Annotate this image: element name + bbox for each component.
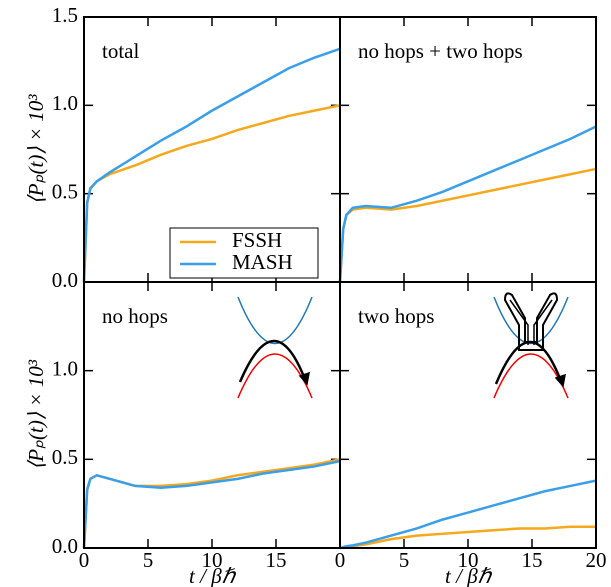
- y-tick-label: 0.5: [52, 445, 78, 469]
- inset-no-hops: [237, 296, 313, 399]
- x-tick-label: 10: [458, 548, 479, 572]
- legend-box: [169, 227, 319, 279]
- x-tick-label: 10: [202, 548, 223, 572]
- inset-two-hops: [493, 292, 569, 399]
- y-tick-label: 1.0: [52, 356, 78, 380]
- x-tick-label: 15: [266, 548, 287, 572]
- data-line: [82, 459, 341, 549]
- x-tick-label: 5: [143, 548, 154, 572]
- data-line: [82, 458, 341, 549]
- x-tick-label: 5: [399, 548, 410, 572]
- data-line: [338, 125, 597, 283]
- x-axis-label: t / βℏ: [445, 564, 493, 587]
- data-line: [339, 479, 597, 550]
- y-axis-label: ⟨Pₚ(t)⟩ × 10³: [24, 359, 48, 470]
- legend-label: MASH: [232, 250, 293, 274]
- y-tick-label: 0.5: [52, 179, 78, 203]
- panel-frame: [339, 281, 597, 549]
- x-axis-label: t / βℏ: [189, 564, 237, 587]
- panel-annotation: total: [102, 39, 139, 63]
- x-tick-label: 15: [522, 548, 543, 572]
- y-axis-label: ⟨Pₚ(t)⟩ × 10³: [24, 94, 48, 205]
- legend-label: FSSH: [232, 228, 282, 252]
- y-tick-label: 0.0: [52, 534, 78, 558]
- y-tick-label: 1.5: [52, 3, 78, 27]
- y-tick-label: 1.0: [52, 91, 78, 115]
- x-tick-label: 20: [586, 548, 607, 572]
- x-tick-label: 0: [335, 548, 346, 572]
- data-line: [338, 167, 597, 283]
- panel-annotation: no hops: [102, 304, 168, 328]
- panel-annotation: two hops: [358, 304, 434, 328]
- x-tick-label: 0: [79, 548, 90, 572]
- panel-annotation: no hops + two hops: [358, 39, 523, 63]
- data-line: [82, 47, 341, 283]
- y-tick-label: 0.0: [52, 268, 78, 292]
